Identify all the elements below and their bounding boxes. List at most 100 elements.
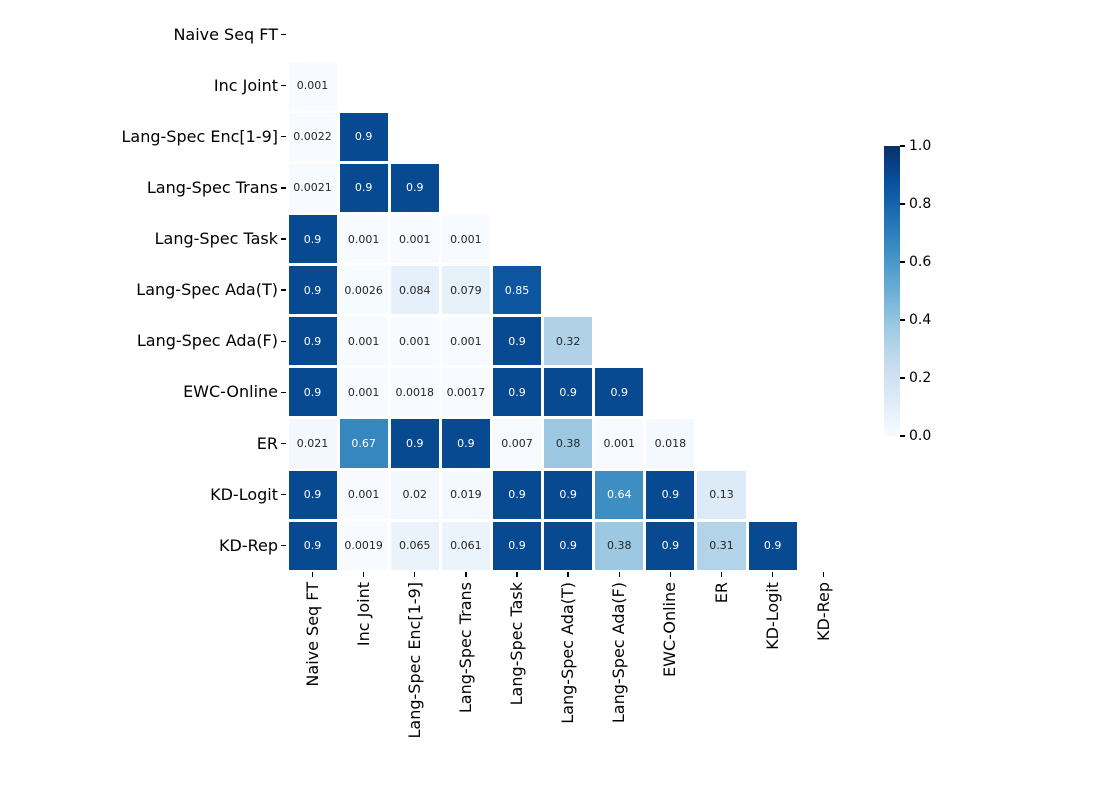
y-axis-label: Lang-Spec Ada(F) (136, 331, 278, 351)
colorbar-tick-mark (900, 319, 905, 321)
colorbar-tick-mark (900, 203, 905, 205)
x-tick-mark (771, 572, 774, 578)
heatmap-cell: 0.001 (390, 317, 439, 366)
colorbar-tick-mark (900, 435, 905, 437)
heatmap-cell: 0.0021 (288, 163, 337, 212)
heatmap-cell: 0.001 (595, 419, 644, 468)
heatmap-cell: 0.9 (544, 368, 593, 417)
x-tick-mark (311, 572, 314, 578)
y-tick-mark (281, 136, 286, 138)
heatmap-cell: 0.9 (288, 470, 337, 519)
x-tick-mark (567, 572, 569, 578)
heatmap-cell: 0.0019 (339, 521, 388, 570)
heatmap-cell: 0.9 (390, 163, 439, 212)
y-axis-label: EWC-Online (183, 382, 278, 402)
heatmap-cell: 0.001 (339, 368, 388, 417)
x-axis-label: EWC-Online (660, 582, 680, 678)
colorbar-tick-label: 1.0 (909, 138, 932, 154)
y-tick-mark (281, 84, 286, 87)
y-axis-label: Inc Joint (213, 75, 278, 95)
x-tick-mark (414, 572, 416, 578)
y-tick-mark (281, 442, 286, 445)
heatmap-cell: 0.0026 (339, 266, 388, 315)
heatmap-cell: 0.9 (288, 214, 337, 264)
heatmap-cell: 0.9 (288, 317, 337, 366)
y-tick-mark (281, 545, 286, 547)
heatmap-cell: 0.9 (390, 419, 439, 468)
heatmap-cell: 0.0022 (288, 112, 337, 161)
heatmap-cell: 0.001 (339, 317, 388, 366)
heatmap-cell: 0.31 (697, 521, 746, 570)
colorbar-tick-label: 0.8 (909, 196, 932, 212)
heatmap-cell: 0.9 (748, 521, 797, 570)
heatmap-cell: 0.021 (288, 419, 337, 468)
colorbar-tick-label: 0.2 (909, 370, 932, 386)
y-tick-mark (281, 391, 286, 394)
x-axis-label: Lang-Spec Enc[1-9] (404, 582, 424, 739)
heatmap-cell: 0.02 (390, 470, 439, 519)
x-tick-mark (516, 572, 518, 578)
heatmap-cell: 0.9 (288, 266, 337, 315)
x-axis-label: Lang-Spec Trans (455, 582, 475, 714)
heatmap-cell: 0.38 (544, 419, 593, 468)
colorbar-tick-mark (900, 377, 905, 379)
heatmap-cell: 0.0017 (441, 368, 490, 417)
heatmap-cell: 0.001 (390, 214, 439, 264)
heatmap-cell: 0.001 (288, 61, 337, 110)
y-tick-mark (281, 238, 286, 240)
x-axis-label: Naive Seq FT (302, 582, 322, 687)
y-tick-mark (281, 493, 286, 496)
x-tick-mark (720, 572, 723, 578)
x-tick-mark (618, 572, 620, 578)
x-axis-label: Inc Joint (353, 582, 373, 647)
heatmap-cell: 0.9 (544, 470, 593, 519)
x-axis-label: Lang-Spec Ada(T) (558, 582, 578, 725)
heatmap-cell: 0.9 (492, 521, 542, 570)
heatmap-cell: 0.9 (544, 521, 593, 570)
heatmap-cell: 0.9 (595, 368, 644, 417)
y-axis-label: KD-Rep (219, 535, 278, 555)
x-axis-label: KD-Rep (813, 582, 833, 642)
y-axis-label: ER (256, 433, 278, 453)
heatmap-cell: 0.001 (441, 214, 490, 264)
heatmap-cell: 0.084 (390, 266, 439, 315)
colorbar-gradient (884, 146, 900, 436)
x-tick-mark (465, 572, 467, 578)
colorbar-tick-label: 0.4 (909, 312, 932, 328)
colorbar-tick-mark (900, 261, 905, 263)
x-tick-mark (362, 572, 365, 578)
colorbar-tick-mark (900, 145, 905, 147)
y-axis-label: Naive Seq FT (173, 24, 278, 44)
x-axis-label: Lang-Spec Ada(F) (609, 582, 629, 724)
heatmap-cell: 0.9 (646, 521, 695, 570)
y-axis-label: Lang-Spec Ada(T) (136, 280, 278, 300)
x-axis-label: ER (711, 582, 731, 604)
heatmap-cell: 0.38 (595, 521, 644, 570)
x-tick-mark (823, 572, 825, 578)
heatmap-cell: 0.32 (544, 317, 593, 366)
heatmap-cell: 0.9 (492, 317, 542, 366)
heatmap-cell: 0.018 (646, 419, 695, 468)
heatmap-cell: 0.001 (441, 317, 490, 366)
heatmap-cell: 0.019 (441, 470, 490, 519)
heatmap-cell: 0.065 (390, 521, 439, 570)
heatmap-cell: 0.007 (492, 419, 542, 468)
heatmap-cell: 0.001 (339, 470, 388, 519)
x-axis-label: KD-Logit (762, 582, 782, 651)
heatmap-cell: 0.9 (288, 368, 337, 417)
x-axis-label: Lang-Spec Task (507, 582, 527, 706)
y-axis-label: Lang-Spec Trans (146, 177, 278, 197)
y-axis-label: Lang-Spec Enc[1-9] (121, 126, 279, 146)
heatmap-cell: 0.67 (339, 419, 388, 468)
heatmap-cell: 0.079 (441, 266, 490, 315)
colorbar-tick-label: 0.0 (909, 428, 932, 444)
heatmap-cell: 0.64 (595, 470, 644, 519)
y-tick-mark (281, 289, 286, 291)
y-tick-mark (281, 340, 286, 342)
heatmap-cell: 0.9 (492, 368, 542, 417)
y-tick-mark (281, 33, 286, 36)
heatmap-cell: 0.9 (441, 419, 490, 468)
colorbar-tick-label: 0.6 (909, 254, 932, 270)
x-tick-mark (669, 572, 672, 578)
